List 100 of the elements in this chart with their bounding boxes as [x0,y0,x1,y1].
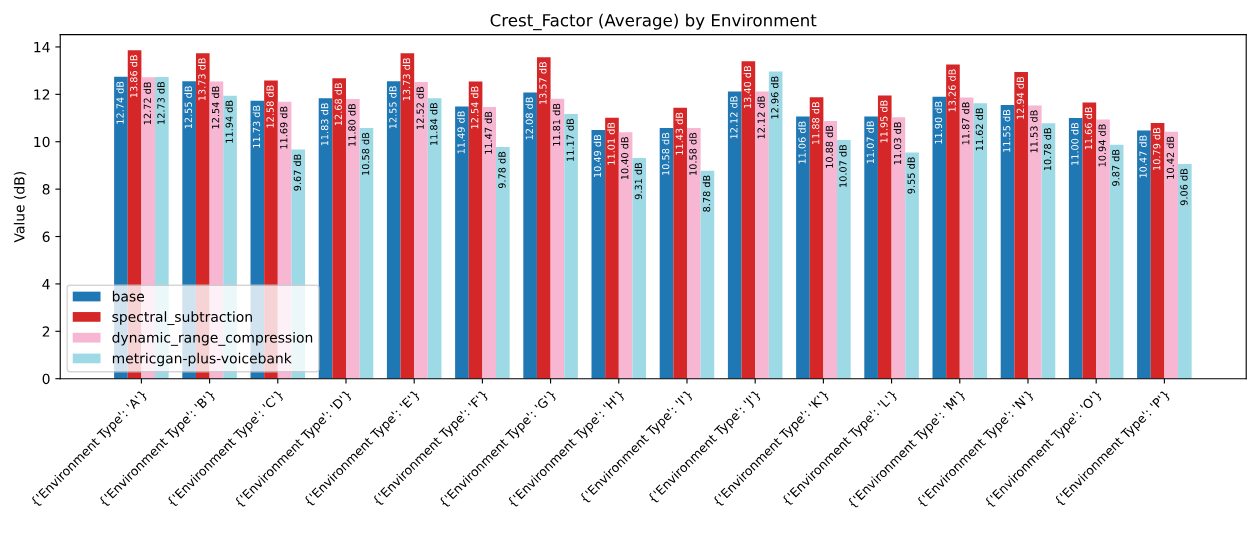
bar [864,116,878,379]
bar [959,97,974,379]
data-label: 10.58 dB [689,132,697,175]
data-label: 11.47 dB [484,111,493,154]
bar [1164,131,1179,379]
data-label: 12.52 dB [416,86,424,129]
y-tick-label: 2 [42,326,50,337]
bar [700,170,715,379]
data-label: 10.49 dB [593,134,602,177]
bar [905,152,919,379]
legend-label: dynamic_range_compression [112,331,313,346]
data-label: 13.26 dB [948,69,956,112]
bar [591,130,606,379]
data-label: 11.80 dB [348,103,356,146]
data-label: 13.73 dB [402,58,411,101]
data-label: 13.57 dB [539,61,547,104]
bar [1178,164,1192,379]
data-label: 12.74 dB [116,81,124,124]
legend-label: spectral_subtraction [112,311,252,326]
bar [318,98,333,379]
data-label: 11.83 dB [320,103,329,146]
data-label: 11.55 dB [1002,109,1011,152]
data-label: 11.94 dB [225,100,233,143]
bar [796,116,810,379]
bar [673,107,687,379]
data-label: 10.58 dB [661,132,670,175]
bar [400,53,415,379]
chart-title: Crest_Factor (Average) by Environment [490,13,817,31]
bar [659,127,674,379]
bar [823,120,838,379]
y-axis-title: Value (dB) [13,171,27,243]
data-label: 8.78 dB [702,175,711,212]
data-label: 13.40 dB [743,66,752,109]
data-label: 9.06 dB [1180,168,1188,206]
bar [755,91,769,379]
data-label: 11.49 dB [457,111,465,154]
data-label: 13.73 dB [198,58,206,101]
data-label: 11.81 dB [552,103,561,146]
y-tick-label: 4 [42,279,50,290]
data-label: 12.55 dB [184,86,192,129]
data-label: 13.86 dB [129,55,138,98]
legend-label: metricgan-plus-voicebank [112,352,292,367]
bar [1150,123,1165,379]
data-label: 11.43 dB [675,112,683,155]
bar [536,57,551,379]
data-label: 11.90 dB [934,101,943,144]
bar [973,103,988,379]
bar [455,106,469,379]
data-label: 12.08 dB [525,97,533,140]
data-label: 12.73 dB [157,81,165,124]
data-label: 12.54 dB [211,86,220,129]
data-label: 11.53 dB [1030,110,1038,153]
bar [468,81,483,379]
data-label: 10.94 dB [1098,124,1106,167]
data-label: 11.69 dB [279,106,288,149]
data-label: 11.03 dB [893,122,902,165]
data-label: 11.88 dB [811,102,820,145]
data-label: 12.55 dB [389,86,397,129]
bar [523,92,537,379]
data-label: 9.67 dB [293,154,302,191]
bar [932,96,947,379]
bar [837,140,851,379]
bar [1014,72,1028,379]
data-label: 12.12 dB [730,96,738,139]
bar [1000,105,1015,379]
bar [550,98,565,379]
bar [1109,144,1124,379]
bar [686,127,701,379]
bar [727,91,742,379]
data-label: 10.07 dB [839,144,847,187]
data-label: 12.54 dB [470,86,479,129]
y-tick-label: 8 [42,184,50,195]
y-tick-label: 14 [34,42,50,53]
data-label: 11.00 dB [1071,122,1079,165]
bar [1096,119,1110,379]
data-label: 10.58 dB [361,132,370,175]
data-label: 11.87 dB [961,102,970,145]
bar [332,78,346,379]
data-label: 9.78 dB [498,151,506,189]
bar [632,158,647,379]
bar [1041,123,1056,379]
data-label: 12.58 dB [266,85,274,128]
data-label: 11.01 dB [607,122,615,165]
data-label: 12.12 dB [757,96,765,139]
data-label: 9.31 dB [634,162,643,200]
data-label: 10.47 dB [1139,135,1147,178]
data-label: 12.68 dB [334,83,342,126]
bar [891,117,906,379]
bar [618,132,633,379]
data-label: 10.42 dB [1166,136,1175,179]
bar [414,82,428,379]
bar [427,98,442,379]
data-label: 11.73 dB [252,105,261,148]
bar [496,146,510,379]
data-label: 10.40 dB [620,137,629,180]
bar [946,64,960,379]
data-label: 10.78 dB [1043,128,1052,171]
bar [482,106,497,379]
data-label: 11.95 dB [880,100,888,143]
data-label: 12.96 dB [770,76,779,119]
